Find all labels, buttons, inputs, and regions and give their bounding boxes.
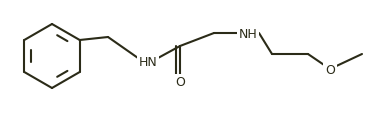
Text: O: O — [175, 76, 185, 89]
Text: O: O — [325, 63, 335, 76]
Text: HN: HN — [139, 55, 157, 68]
Text: NH: NH — [239, 27, 257, 40]
